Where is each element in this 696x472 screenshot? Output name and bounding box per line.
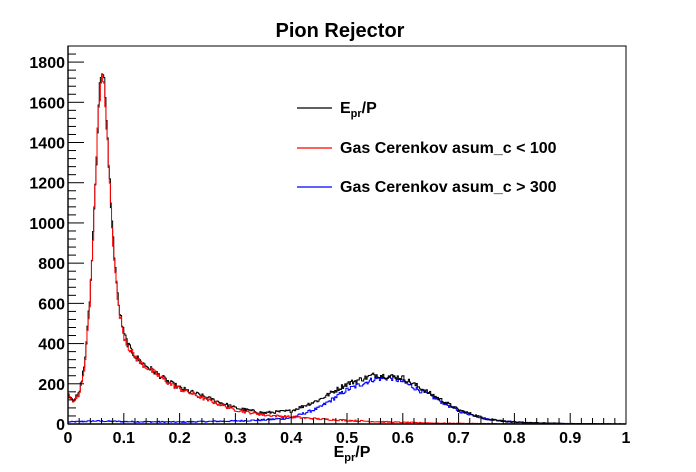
y-tick-label: 1200 xyxy=(29,176,65,193)
legend-label-gas-high: Gas Cerenkov asum_c > 300 xyxy=(340,179,557,196)
x-tick-label: 0.7 xyxy=(447,430,469,447)
y-axis-ticks: 0 200 400 600 800 1000 1200 1400 1600 1800 xyxy=(29,45,84,434)
y-tick-label: 1000 xyxy=(29,216,65,233)
legend-label-epr-main: E xyxy=(340,100,351,117)
y-tick-label: 1800 xyxy=(29,55,65,72)
x-tick-label: 0.8 xyxy=(503,430,525,447)
legend-label-gas-low: Gas Cerenkov asum_c < 100 xyxy=(340,140,557,157)
y-tick-label: 400 xyxy=(38,337,65,354)
y-tick-label: 600 xyxy=(38,296,65,313)
x-axis-label-sub: pr xyxy=(344,452,356,464)
x-tick-label: 1 xyxy=(622,430,631,447)
legend-label-epr: Epr/P xyxy=(340,100,377,120)
legend-label-epr-sub: pr xyxy=(351,108,363,120)
legend-label-epr-rest: /P xyxy=(362,100,377,117)
x-tick-label: 0.1 xyxy=(113,430,135,447)
x-tick-label: 0.6 xyxy=(392,430,414,447)
y-tick-label: 200 xyxy=(38,377,65,394)
x-tick-label: 0.5 xyxy=(336,430,358,447)
x-tick-label: 0.4 xyxy=(280,430,302,447)
x-axis-label: Epr/P xyxy=(334,444,371,464)
x-tick-label: 0.2 xyxy=(168,430,190,447)
x-tick-label: 0 xyxy=(64,430,73,447)
legend: Epr/P Gas Cerenkov asum_c < 100 Gas Cere… xyxy=(297,100,557,196)
x-tick-label: 0.9 xyxy=(559,430,581,447)
x-tick-label: 0.3 xyxy=(224,430,246,447)
x-axis-label-rest: /P xyxy=(355,444,370,461)
y-tick-label: 800 xyxy=(38,256,65,273)
y-tick-label: 1600 xyxy=(29,95,65,112)
chart-title: Pion Rejector xyxy=(276,20,405,42)
x-axis-ticks: 0 0.1 0.2 0.3 0.4 0.5 0.6 0.7 0.8 0.9 1 xyxy=(64,413,631,447)
x-axis-label-main: E xyxy=(334,444,345,461)
y-tick-label: 1400 xyxy=(29,136,65,153)
y-tick-label: 0 xyxy=(56,417,65,434)
